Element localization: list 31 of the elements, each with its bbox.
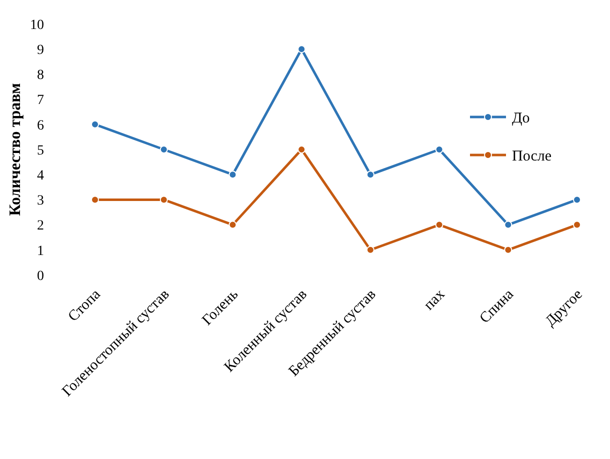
y-axis-title: Количество травм [7,82,24,216]
y-tick-label: 10 [30,18,44,33]
point [504,246,512,254]
point [435,146,444,154]
point [228,220,237,229]
point [504,220,512,229]
y-tick-label: 7 [37,93,44,108]
point [160,196,168,204]
point [573,196,581,204]
point [366,170,374,179]
point [228,170,237,179]
legend-label: После [512,148,552,164]
y-tick-label: 4 [37,168,44,184]
point [91,120,99,128]
y-tick-label: 8 [37,68,44,84]
point [298,146,306,154]
point [160,146,168,154]
y-tick-label: 0 [37,268,44,284]
point [91,196,99,204]
y-tick-label: 2 [37,218,44,234]
point [298,45,306,54]
point [573,220,581,229]
point [435,220,444,229]
x-tick-label: пах [421,286,448,314]
point [366,246,374,254]
y-tick-label: 5 [37,143,44,158]
y-tick-label: 3 [37,194,44,209]
legend-label: До [512,110,530,126]
y-tick-label: 9 [37,43,44,58]
y-tick-label: 6 [37,118,44,134]
y-tick-label: 1 [37,244,44,259]
